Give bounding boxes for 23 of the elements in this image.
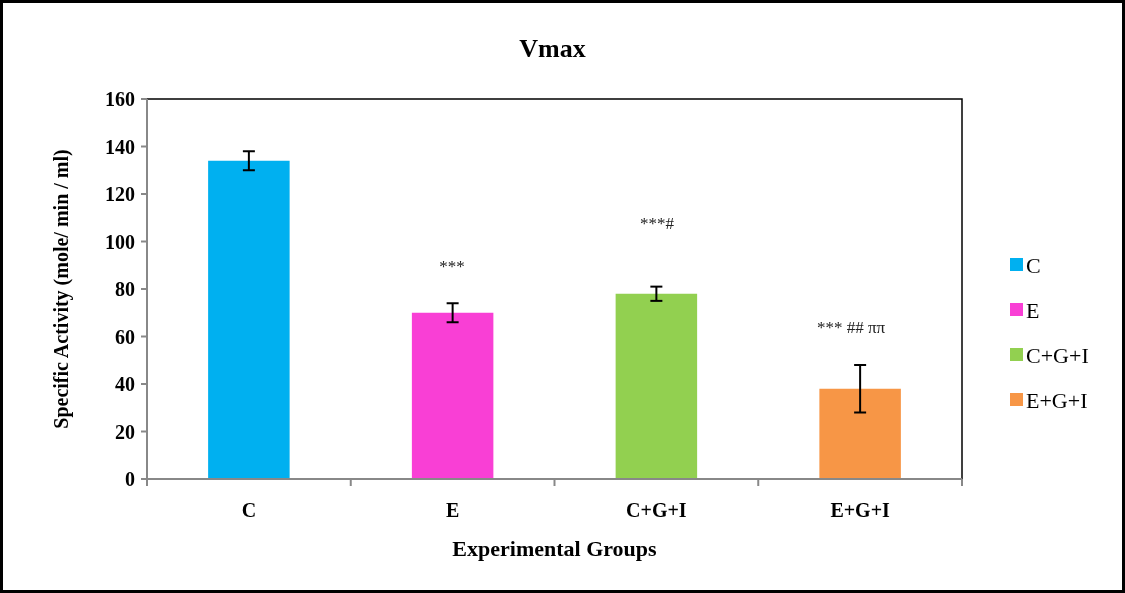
y-tick-label: 100	[105, 230, 135, 253]
y-tick-label: 60	[115, 325, 135, 348]
legend-label: E+G+I	[1026, 387, 1088, 413]
annotation: ***#	[640, 214, 675, 233]
x-tick-label: C	[241, 499, 257, 521]
chart-title: Vmax	[519, 34, 586, 63]
y-tick-label: 160	[105, 88, 135, 110]
x-tick-label: E	[445, 499, 460, 521]
legend-label: E	[1026, 297, 1040, 323]
y-tick-label: 80	[115, 278, 135, 300]
annotation: ***	[439, 257, 465, 276]
x-tick-label: E+G+I	[830, 499, 891, 521]
annotation: *** ## ππ	[816, 318, 886, 337]
y-tick-label: 140	[105, 135, 135, 158]
legend-label: C	[1026, 252, 1041, 278]
x-tick-label: C+G+I	[626, 499, 687, 521]
y-tick-label: 20	[115, 420, 135, 443]
y-tick-label: 0	[125, 468, 135, 490]
y-tick-label: 40	[115, 373, 135, 395]
legend-label: C+G+I	[1026, 342, 1089, 368]
y-tick-label: 120	[105, 183, 135, 205]
x-axis-title: Experimental Groups	[452, 536, 658, 561]
y-axis-title: Specific Activity (mole/ min / ml)	[50, 149, 73, 429]
